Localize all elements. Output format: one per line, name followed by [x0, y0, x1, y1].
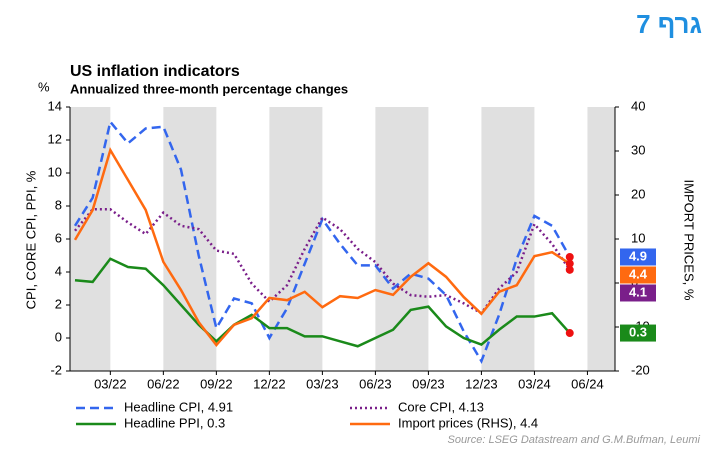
- legend-label: Import prices (RHS), 4.4: [398, 415, 538, 430]
- series-line: [73, 147, 571, 348]
- end-label-box: [620, 284, 656, 302]
- x-tick-label: 06/24: [571, 376, 604, 391]
- end-label: 0.3: [629, 324, 647, 339]
- y-tick-label: 0: [55, 329, 62, 344]
- y-tick-label: 6: [55, 230, 62, 245]
- y2-tick-label: 30: [631, 142, 645, 157]
- legend-label: Core CPI, 4.13: [398, 399, 484, 414]
- shade-band: [163, 107, 217, 371]
- shade-band: [587, 107, 615, 371]
- series-line: [74, 257, 571, 348]
- x-tick-label: 06/23: [359, 376, 392, 391]
- x-tick-label: 09/23: [412, 376, 445, 391]
- x-tick-label: 03/24: [518, 376, 551, 391]
- y-tick-label: 4: [55, 263, 62, 278]
- y2-tick-label: -20: [631, 362, 650, 377]
- legend-label: Headline PPI, 0.3: [124, 415, 225, 430]
- y-tick-label: 10: [48, 164, 62, 179]
- y-tick-label: 8: [55, 197, 62, 212]
- badge: גרף 7: [636, 9, 702, 39]
- y-tick-label: 14: [48, 98, 62, 113]
- end-label: 4.9: [629, 248, 647, 263]
- x-tick-label: 03/23: [306, 376, 339, 391]
- end-label-box: [620, 266, 656, 284]
- legend-label: Headline CPI, 4.91: [124, 399, 233, 414]
- y2-tick-label: 10: [631, 230, 645, 245]
- y2-tick-label: 20: [631, 186, 645, 201]
- end-dot: [565, 329, 574, 338]
- end-label-box: [620, 248, 656, 266]
- y2-tick-label: 40: [631, 98, 645, 113]
- x-tick-label: 09/22: [200, 376, 233, 391]
- x-tick-label: 06/22: [147, 376, 180, 391]
- y2-axis-label: IMPORT PRICES, %: [682, 180, 697, 301]
- chart-title: US inflation indicators: [70, 63, 240, 80]
- end-label: 4.1: [629, 284, 647, 299]
- y-axis-label: CPI, CORE CPI, PPI, %: [23, 170, 38, 309]
- x-tick-label: 03/22: [94, 376, 127, 391]
- shade-band: [375, 107, 429, 371]
- shade-band: [481, 107, 535, 371]
- x-tick-label: 12/22: [253, 376, 286, 391]
- chart-subtitle: Annualized three-month percentage change…: [70, 81, 348, 96]
- end-dot: [565, 265, 574, 274]
- end-label-box: [620, 324, 656, 342]
- end-dot: [565, 252, 574, 261]
- end-dot: [565, 259, 574, 268]
- end-label: 4.4: [629, 266, 648, 281]
- y-tick-label: 2: [55, 296, 62, 311]
- y-tick-label: 12: [48, 131, 62, 146]
- y-unit: %: [38, 79, 50, 94]
- x-tick-label: 12/23: [465, 376, 498, 391]
- source: Source: LSEG Datastream and G.M.Bufman, …: [447, 434, 700, 446]
- y-tick-label: -2: [50, 362, 62, 377]
